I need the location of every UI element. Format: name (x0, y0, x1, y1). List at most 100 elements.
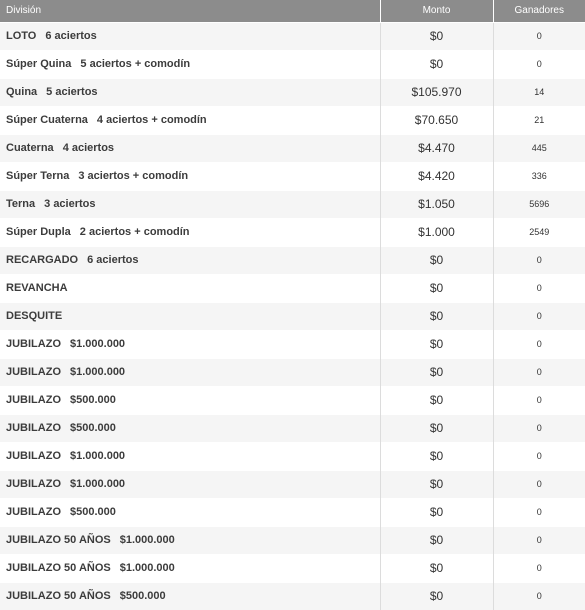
table-row: Súper Cuaterna 4 aciertos + comodín $70.65… (0, 105, 585, 134)
ganadores-cell: 0 (493, 581, 585, 610)
division-cell: REVANCHA (0, 273, 381, 302)
monto-cell: $0 (380, 497, 494, 526)
monto-cell: $0 (380, 469, 494, 498)
ganadores-cell: 2549 (493, 217, 585, 246)
table-row: REVANCHA $0 0 (0, 273, 585, 302)
monto-cell: $0 (380, 413, 494, 442)
ganadores-cell: 0 (493, 245, 585, 274)
table-row: Quina 5 aciertos $105.970 14 (0, 77, 585, 106)
division-cell: Cuaterna 4 aciertos (0, 133, 381, 162)
ganadores-cell: 0 (493, 553, 585, 582)
division-cell: DESQUITE (0, 301, 381, 330)
table-row: JUBILAZO $500.000 $0 0 (0, 413, 585, 442)
division-name: Súper Quina (6, 58, 72, 70)
monto-cell: $0 (380, 49, 494, 78)
division-name: JUBILAZO (6, 506, 61, 518)
division-name: RECARGADO (6, 254, 79, 266)
division-name: JUBILAZO (6, 422, 61, 434)
division-detail: $1.000.000 (119, 562, 175, 574)
division-detail: $1.000.000 (70, 450, 126, 462)
header-row: División Monto Ganadores (0, 0, 585, 22)
division-detail: $500.000 (70, 506, 116, 518)
division-cell: Quina 5 aciertos (0, 77, 381, 106)
ganadores-cell: 0 (493, 21, 585, 50)
ganadores-cell: 14 (493, 77, 585, 106)
division-cell: JUBILAZO 50 AÑOS $1.000.000 (0, 553, 381, 582)
division-name: Súper Cuaterna (6, 114, 88, 126)
division-name: JUBILAZO 50 AÑOS (6, 562, 111, 574)
division-cell: JUBILAZO $500.000 (0, 385, 381, 414)
division-detail: $1.000.000 (70, 366, 126, 378)
monto-cell: $0 (380, 581, 494, 610)
monto-cell: $0 (380, 357, 494, 386)
division-detail: $500.000 (70, 422, 116, 434)
ganadores-cell: 0 (493, 301, 585, 330)
monto-cell: $0 (380, 273, 494, 302)
division-name: Terna (6, 198, 36, 210)
division-detail: 3 aciertos (44, 198, 96, 210)
division-cell: JUBILAZO $1.000.000 (0, 469, 381, 498)
division-cell: JUBILAZO $1.000.000 (0, 357, 381, 386)
division-cell: JUBILAZO $500.000 (0, 413, 381, 442)
division-detail: $1.000.000 (70, 478, 126, 490)
division-detail: 2 aciertos + comodín (79, 226, 190, 238)
table-row: LOTO 6 aciertos $0 0 (0, 21, 585, 50)
division-cell: RECARGADO 6 aciertos (0, 245, 381, 274)
monto-cell: $0 (380, 525, 494, 554)
monto-cell: $1.000 (380, 217, 494, 246)
monto-cell: $4.420 (380, 161, 494, 190)
table-row: JUBILAZO $500.000 $0 0 (0, 497, 585, 526)
division-detail: 4 aciertos (62, 142, 115, 154)
ganadores-cell: 0 (493, 385, 585, 414)
division-detail: 4 aciertos + comodín (96, 114, 207, 126)
division-detail: 6 aciertos (45, 30, 97, 42)
monto-cell: $0 (380, 441, 494, 470)
header-ganadores: Ganadores (493, 0, 585, 22)
table-row: JUBILAZO $1.000.000 $0 0 (0, 329, 585, 358)
division-name: JUBILAZO (6, 394, 61, 406)
division-name: DESQUITE (6, 310, 63, 322)
division-cell: Súper Terna 3 aciertos + comodín (0, 161, 381, 190)
ganadores-cell: 0 (493, 273, 585, 302)
division-detail: $1.000.000 (70, 338, 126, 350)
ganadores-cell: 0 (493, 357, 585, 386)
ganadores-cell: 0 (493, 441, 585, 470)
division-cell: Súper Quina 5 aciertos + comodín (0, 49, 381, 78)
table-body: LOTO 6 aciertos $0 0 Súper Quina 5 aciertos +… (0, 21, 585, 610)
table-header: División Monto Ganadores (0, 0, 585, 22)
division-cell: Terna 3 aciertos (0, 189, 381, 218)
division-detail: 3 aciertos + comodín (78, 170, 189, 182)
division-detail: $500.000 (70, 394, 116, 406)
table-row: JUBILAZO $1.000.000 $0 0 (0, 441, 585, 470)
table-row: Terna 3 aciertos $1.050 5696 (0, 189, 585, 218)
division-name: Súper Terna (6, 170, 70, 182)
ganadores-cell: 5696 (493, 189, 585, 218)
table-row: DESQUITE $0 0 (0, 301, 585, 330)
division-name: JUBILAZO (6, 338, 61, 350)
division-name: JUBILAZO (6, 366, 61, 378)
monto-cell: $0 (380, 553, 494, 582)
division-name: JUBILAZO (6, 478, 61, 490)
division-name: Quina (6, 86, 38, 98)
ganadores-cell: 336 (493, 161, 585, 190)
monto-cell: $105.970 (380, 77, 494, 106)
monto-cell: $1.050 (380, 189, 494, 218)
table-row: Cuaterna 4 aciertos $4.470 445 (0, 133, 585, 162)
division-detail: 5 aciertos + comodín (80, 58, 191, 70)
monto-cell: $4.470 (380, 133, 494, 162)
table-row: Súper Terna 3 aciertos + comodín $4.420 336 (0, 161, 585, 190)
ganadores-cell: 21 (493, 105, 585, 134)
division-cell: JUBILAZO $500.000 (0, 497, 381, 526)
division-cell: JUBILAZO 50 AÑOS $1.000.000 (0, 525, 381, 554)
division-cell: JUBILAZO 50 AÑOS $500.000 (0, 581, 381, 610)
division-name: LOTO (6, 30, 37, 42)
ganadores-cell: 0 (493, 525, 585, 554)
ganadores-cell: 0 (493, 413, 585, 442)
division-name: Cuaterna (6, 142, 54, 154)
division-name: JUBILAZO 50 AÑOS (6, 590, 111, 603)
division-cell: Súper Dupla 2 aciertos + comodín (0, 217, 381, 246)
division-detail: 6 aciertos (87, 254, 139, 266)
monto-cell: $0 (380, 301, 494, 330)
ganadores-cell: 0 (493, 497, 585, 526)
